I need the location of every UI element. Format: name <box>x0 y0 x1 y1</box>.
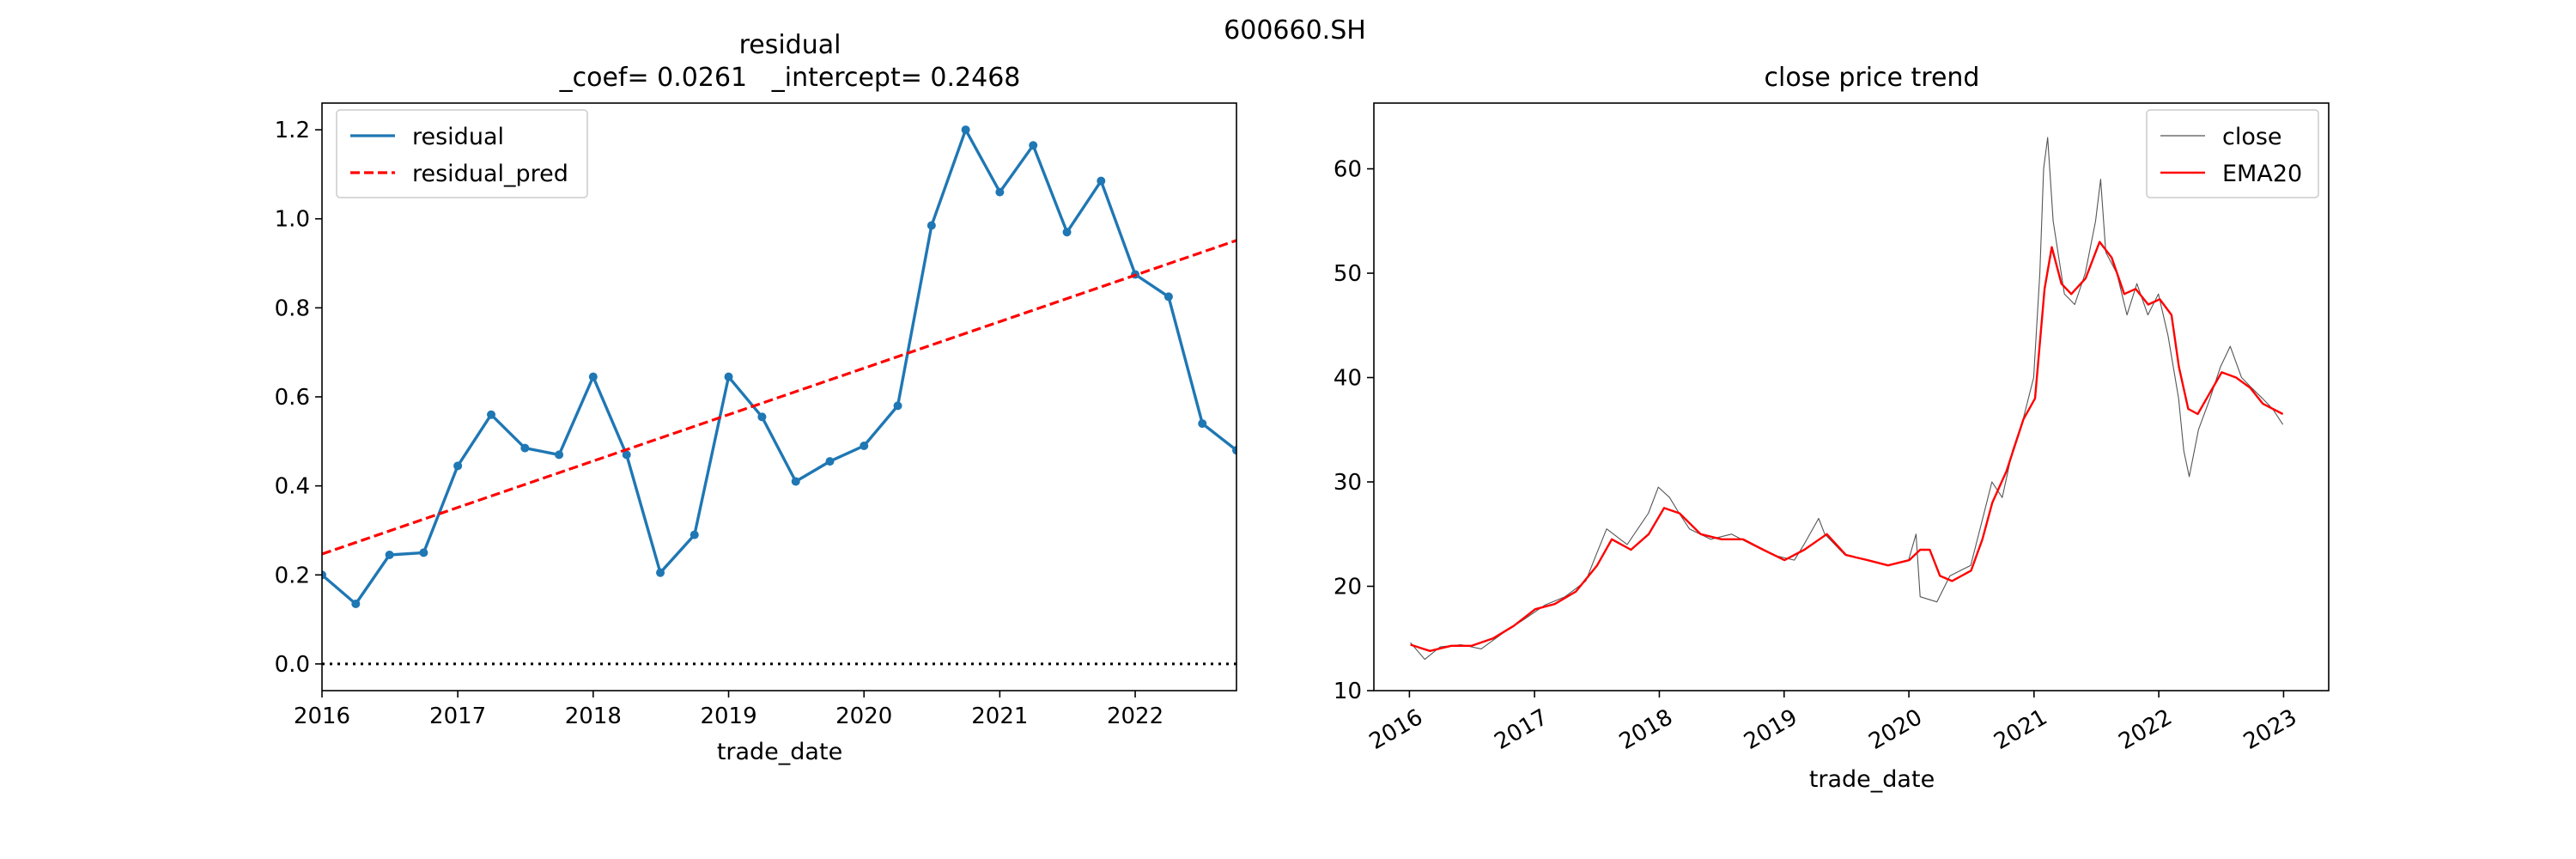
y-tick-label: 50 <box>1334 261 1362 287</box>
data-point-residual <box>322 570 326 580</box>
data-point-residual <box>1198 419 1207 429</box>
figure-suptitle: 600660.SH <box>1224 15 1366 46</box>
data-point-residual <box>487 410 496 419</box>
y-tick-label: 1.2 <box>275 118 310 143</box>
data-point-residual <box>893 401 902 411</box>
data-point-residual <box>825 457 835 466</box>
y-tick-label: 30 <box>1334 470 1362 496</box>
series-line-residual <box>322 128 1236 606</box>
x-tick-label: 2018 <box>1615 704 1677 755</box>
data-point-residual <box>860 442 869 450</box>
data-point-residual <box>351 599 361 608</box>
data-point-residual <box>690 530 699 539</box>
close-chart-title: close price trend <box>1765 63 1980 93</box>
x-tick-label: 2020 <box>1864 704 1926 755</box>
data-point-residual <box>555 450 564 460</box>
data-point-residual <box>1163 292 1173 302</box>
y-tick-label: 0.6 <box>275 385 310 411</box>
y-tick-label: 10 <box>1334 679 1362 704</box>
close-legend-frame <box>2146 109 2319 198</box>
data-point-residual <box>656 568 665 577</box>
data-point-residual <box>961 125 970 135</box>
data-point-residual <box>995 187 1005 197</box>
x-tick-label: 2017 <box>1491 704 1552 755</box>
data-point-residual <box>791 477 800 486</box>
residual-chart: residual _coef= 0.0261 _intercept= 0.246… <box>275 30 1237 765</box>
close-legend: close EMA20 <box>2146 109 2319 198</box>
data-point-residual <box>588 372 598 381</box>
y-tick-label: 0.2 <box>275 563 310 588</box>
y-tick-label: 20 <box>1334 575 1362 600</box>
data-point-residual <box>419 548 428 557</box>
x-tick-label: 2019 <box>700 704 756 729</box>
data-point-residual <box>927 221 936 230</box>
data-point-residual <box>1029 141 1038 150</box>
legend-label-residual-pred: residual_pred <box>412 161 568 187</box>
x-tick-label: 2022 <box>1107 704 1163 729</box>
data-point-residual <box>1232 446 1236 455</box>
x-tick-label: 2021 <box>1990 704 2051 755</box>
residual-plot-area: 0.0 0.2 0.4 0.6 0.8 1.0 1.2 2016 2017 2018 2019 202… <box>275 102 1237 729</box>
x-tick-label: 2018 <box>565 704 622 729</box>
residual-legend-frame <box>336 109 588 198</box>
y-tick-label: 0.4 <box>275 474 310 500</box>
residual-legend: residual residual_pred <box>336 109 588 198</box>
x-tick-label: 2016 <box>294 704 350 729</box>
x-tick-label: 2021 <box>971 704 1028 729</box>
y-tick-label: 40 <box>1334 366 1362 392</box>
legend-label-ema20: EMA20 <box>2222 161 2302 187</box>
plot-frame <box>1373 102 2330 691</box>
y-tick-label: 0.8 <box>275 295 310 321</box>
y-tick-label: 0.0 <box>275 652 310 678</box>
data-point-residual <box>1097 176 1106 186</box>
legend-label-close: close <box>2222 124 2282 150</box>
data-point-residual <box>385 550 394 559</box>
close-plot-area: 10 20 30 40 50 60 2016 2017 2018 2019 2020 2021 2022… <box>1334 102 2330 755</box>
data-point-residual <box>520 443 530 453</box>
legend-label-residual: residual <box>412 124 504 150</box>
close-price-chart: close price trend 10 20 30 40 50 60 2016 2017 20… <box>1334 63 2330 793</box>
series-line-close <box>1410 137 2284 661</box>
x-tick-label: 2016 <box>1365 704 1427 755</box>
data-point-residual <box>757 412 767 422</box>
x-tick-label: 2023 <box>2239 704 2301 755</box>
residual-chart-subtitle: _coef= 0.0261 _intercept= 0.2468 <box>559 63 1021 93</box>
x-tick-label: 2019 <box>1740 704 1801 755</box>
data-point-residual <box>622 450 631 460</box>
close-x-axis-label: trade_date <box>1809 766 1935 793</box>
series-line-ema20 <box>1410 241 2284 652</box>
y-tick-label: 60 <box>1334 157 1362 183</box>
data-point-residual <box>453 461 463 471</box>
x-tick-label: 2017 <box>429 704 486 729</box>
data-point-residual <box>1062 228 1072 237</box>
series-line-residual-pred <box>322 239 1236 556</box>
residual-x-axis-label: trade_date <box>717 739 842 765</box>
residual-chart-title: residual <box>739 30 841 60</box>
x-tick-label: 2020 <box>835 704 892 729</box>
y-tick-label: 1.0 <box>275 207 310 233</box>
x-tick-label: 2022 <box>2115 704 2177 755</box>
data-point-residual <box>724 372 733 381</box>
